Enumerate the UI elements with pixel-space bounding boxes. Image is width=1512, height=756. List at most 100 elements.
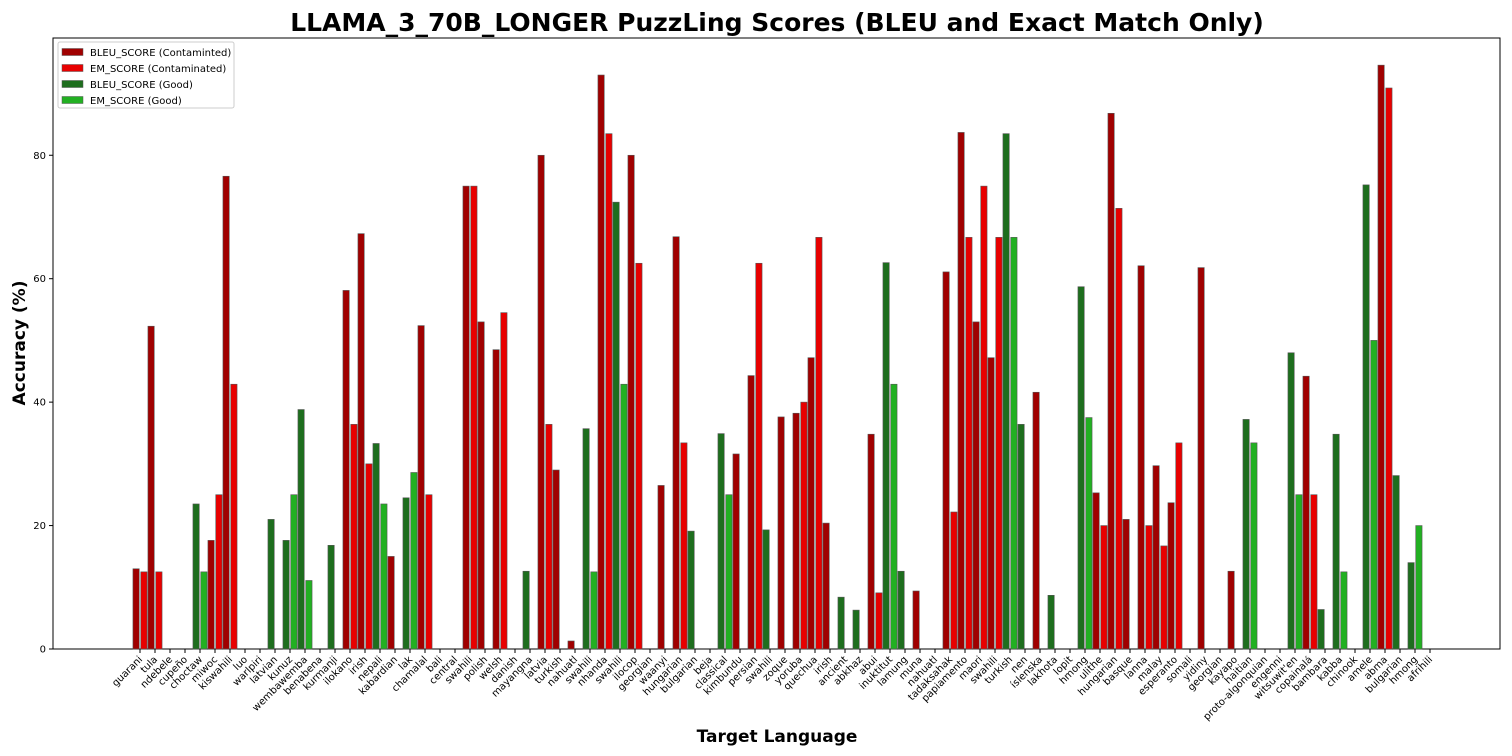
bar-bleu-69	[1167, 502, 1175, 650]
bar-bleu-44	[792, 412, 800, 650]
bar-bleu-29	[567, 640, 575, 650]
bar-em-24	[500, 312, 508, 650]
bar-bleu-48	[852, 609, 860, 650]
bar-bleu-61	[1047, 595, 1055, 650]
y-tick-label-2: 40	[33, 398, 46, 409]
legend-swatch-1	[61, 64, 84, 72]
legend-label-0: BLEU_SCORE (Contaminted)	[90, 48, 231, 59]
bar-bleu-4	[192, 503, 200, 650]
bar-bleu-55	[957, 132, 965, 650]
bar-bleu-9	[267, 519, 275, 650]
bar-em-44	[800, 401, 808, 650]
bar-bleu-57	[987, 357, 995, 650]
y-axis: 0 20 40 60 80	[33, 151, 53, 656]
bar-em-55	[965, 237, 973, 650]
bar-bleu-77	[1287, 352, 1295, 650]
bar-em-74	[1250, 442, 1258, 650]
bar-bleu-37	[687, 530, 695, 650]
bar-bleu-1	[147, 325, 155, 650]
y-axis-title: Accuracy (%)	[10, 281, 30, 406]
bar-em-82	[1370, 340, 1378, 650]
bar-em-85	[1415, 525, 1423, 650]
bar-em-32	[620, 383, 628, 650]
bar-em-64	[1100, 525, 1108, 650]
bar-bleu-79	[1317, 609, 1325, 650]
legend-swatch-2	[61, 80, 84, 88]
bar-em-31	[605, 133, 613, 650]
bar-em-15	[365, 463, 373, 650]
bar-em-33	[635, 262, 643, 650]
bar-bleu-84	[1392, 475, 1400, 650]
bar-bleu-35	[657, 485, 665, 650]
y-tick-label-0: 0	[40, 645, 46, 656]
y-tick-label-1: 20	[33, 521, 46, 532]
bar-em-4	[200, 571, 208, 650]
bar-em-78	[1310, 494, 1318, 650]
bar-em-83	[1385, 87, 1393, 650]
bar-bleu-66	[1122, 519, 1130, 650]
bar-bleu-68	[1152, 465, 1160, 650]
bar-bleu-31	[597, 74, 605, 650]
bar-em-50	[890, 383, 898, 650]
bar-bleu-64	[1092, 492, 1100, 650]
bar-em-54	[950, 511, 958, 650]
bar-bleu-43	[777, 416, 785, 650]
bar-em-30	[590, 571, 598, 650]
bar-bleu-80	[1332, 433, 1340, 650]
legend: BLEU_SCORE (Contaminted) EM_SCORE (Contam…	[57, 41, 235, 109]
bar-bleu-65	[1107, 112, 1115, 650]
bar-bleu-10	[282, 540, 290, 650]
bar-em-22	[470, 185, 478, 650]
bar-em-1	[155, 571, 163, 650]
bar-bleu-40	[732, 453, 740, 650]
bar-bleu-51	[897, 570, 905, 650]
bar-bleu-19	[417, 325, 425, 650]
bar-bleu-50	[882, 262, 890, 650]
bar-bleu-49	[867, 433, 875, 650]
plot-area	[52, 37, 1501, 650]
bar-bleu-15	[357, 233, 365, 650]
y-tick-label-4: 80	[33, 151, 46, 162]
bar-em-65	[1115, 208, 1123, 650]
bar-em-27	[545, 424, 553, 650]
bar-em-68	[1160, 545, 1168, 650]
bar-bleu-58	[1002, 133, 1010, 650]
bar-em-16	[380, 503, 388, 650]
bar-em-57	[995, 237, 1003, 650]
bar-bleu-42	[762, 529, 770, 650]
bar-em-18	[410, 472, 418, 650]
bar-em-49	[875, 592, 883, 650]
bar-em-77	[1295, 494, 1303, 650]
bar-bleu-24	[492, 349, 500, 650]
bar-bleu-28	[552, 469, 560, 650]
chart-title: LLAMA_3_70B_LONGER PuzzLing Scores (BLEU…	[290, 8, 1264, 37]
x-axis: guaranitulandebelecupeñochoctawmiwockisw…	[110, 649, 1435, 723]
bar-bleu-41	[747, 375, 755, 650]
bar-bleu-52	[912, 590, 920, 650]
bar-bleu-32	[612, 201, 620, 650]
bar-bleu-60	[1032, 391, 1040, 650]
bar-em-58	[1010, 237, 1018, 650]
bar-bleu-39	[717, 433, 725, 650]
legend-label-1: EM_SCORE (Contaminated)	[90, 64, 226, 75]
legend-box	[57, 41, 235, 109]
bar-bleu-6	[222, 175, 230, 650]
y-tick-label-3: 60	[33, 274, 46, 285]
bar-layer	[132, 64, 1423, 650]
bar-bleu-14	[342, 290, 350, 650]
bar-bleu-73	[1227, 570, 1235, 650]
bar-bleu-11	[297, 409, 305, 650]
bar-bleu-85	[1407, 562, 1415, 650]
bar-em-14	[350, 424, 358, 650]
bar-bleu-47	[837, 596, 845, 650]
bar-em-11	[305, 580, 313, 650]
bar-em-19	[425, 494, 433, 650]
bar-bleu-36	[672, 236, 680, 650]
legend-label-2: BLEU_SCORE (Good)	[90, 80, 193, 91]
bar-em-56	[980, 185, 988, 650]
legend-swatch-0	[61, 48, 84, 56]
bar-bleu-63	[1077, 286, 1085, 650]
bar-em-36	[680, 442, 688, 650]
